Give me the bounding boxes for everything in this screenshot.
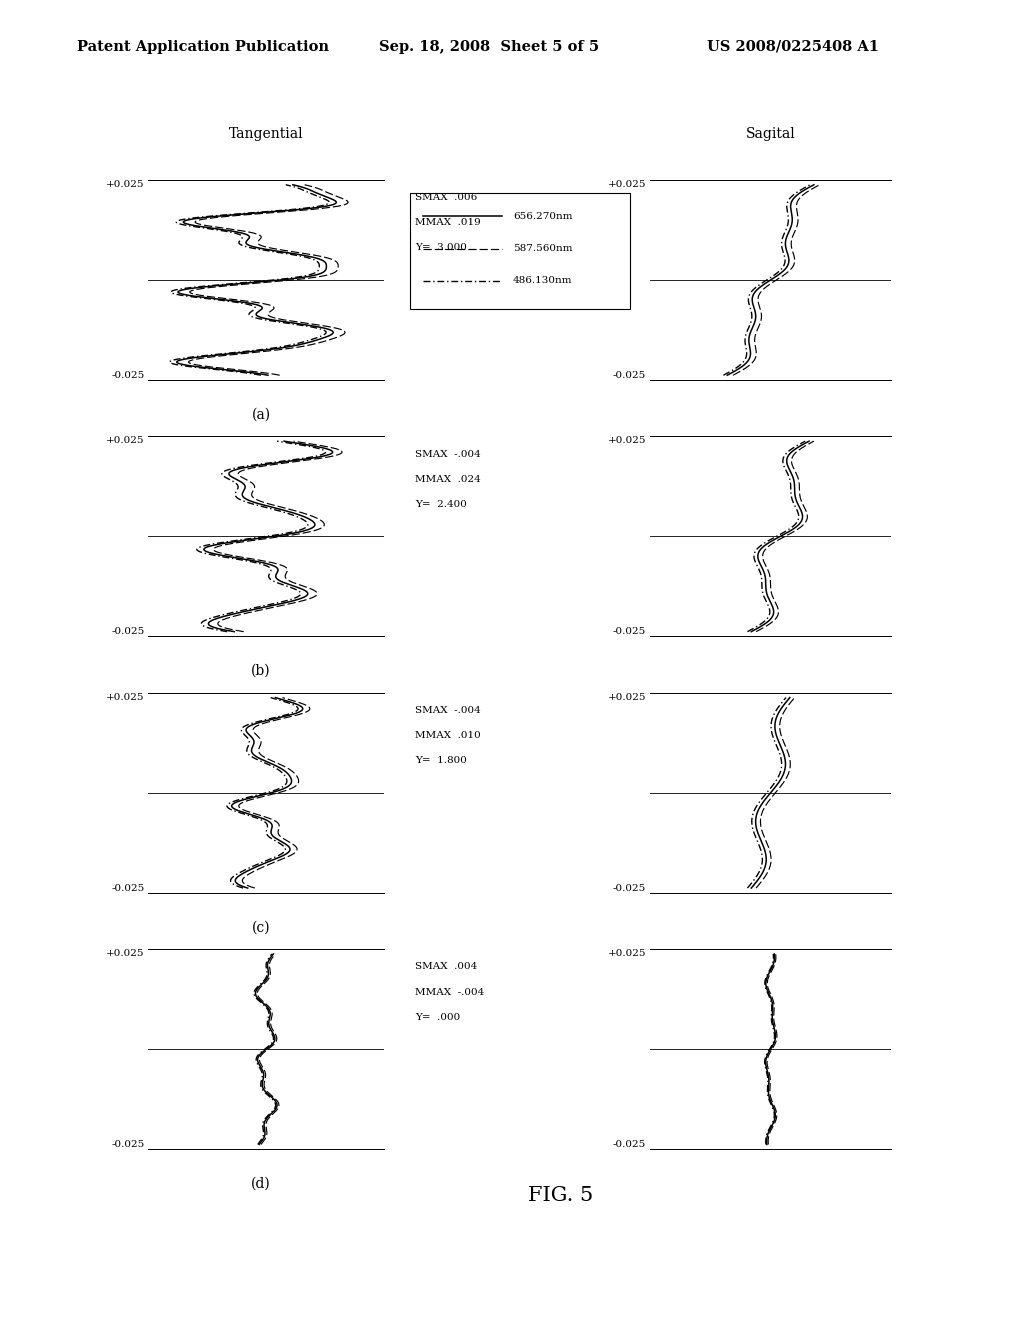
Text: Y=  2.400: Y= 2.400 [415, 500, 467, 508]
Text: +0.025: +0.025 [607, 949, 646, 958]
Text: 587.560nm: 587.560nm [513, 244, 572, 253]
Text: MMAX  .024: MMAX .024 [415, 475, 480, 483]
Text: Y=  .000: Y= .000 [415, 1012, 460, 1022]
Text: +0.025: +0.025 [105, 180, 144, 189]
Text: SMAX  -.004: SMAX -.004 [415, 706, 480, 715]
Text: Patent Application Publication: Patent Application Publication [77, 40, 329, 54]
Text: Sagital: Sagital [745, 127, 796, 141]
Text: (c): (c) [252, 920, 270, 935]
Text: Sep. 18, 2008  Sheet 5 of 5: Sep. 18, 2008 Sheet 5 of 5 [379, 40, 599, 54]
Text: -0.025: -0.025 [613, 1140, 646, 1150]
Text: -0.025: -0.025 [613, 371, 646, 380]
Text: MMAX  .019: MMAX .019 [415, 218, 480, 227]
Text: -0.025: -0.025 [112, 627, 144, 636]
Text: US 2008/0225408 A1: US 2008/0225408 A1 [707, 40, 879, 54]
Text: SMAX  .006: SMAX .006 [415, 193, 477, 202]
Text: -0.025: -0.025 [613, 884, 646, 892]
Text: Y=  3.000: Y= 3.000 [415, 243, 467, 252]
Text: -0.025: -0.025 [112, 884, 144, 892]
Text: 486.130nm: 486.130nm [513, 276, 572, 285]
Text: MMAX  .010: MMAX .010 [415, 731, 480, 741]
Text: Tangential: Tangential [229, 127, 303, 141]
Text: FIG. 5: FIG. 5 [528, 1185, 593, 1205]
Text: +0.025: +0.025 [105, 949, 144, 958]
Text: 656.270nm: 656.270nm [513, 211, 572, 220]
Text: (b): (b) [251, 664, 271, 678]
Text: +0.025: +0.025 [105, 693, 144, 702]
Text: (d): (d) [251, 1177, 271, 1191]
Text: -0.025: -0.025 [112, 1140, 144, 1150]
Text: (a): (a) [252, 408, 270, 421]
Text: -0.025: -0.025 [613, 627, 646, 636]
Text: MMAX  -.004: MMAX -.004 [415, 987, 484, 997]
Text: +0.025: +0.025 [607, 693, 646, 702]
Text: +0.025: +0.025 [105, 437, 144, 445]
Text: +0.025: +0.025 [607, 437, 646, 445]
Text: +0.025: +0.025 [607, 180, 646, 189]
Text: Y=  1.800: Y= 1.800 [415, 756, 467, 766]
Text: SMAX  .004: SMAX .004 [415, 962, 477, 972]
Text: -0.025: -0.025 [112, 371, 144, 380]
Text: SMAX  -.004: SMAX -.004 [415, 450, 480, 458]
